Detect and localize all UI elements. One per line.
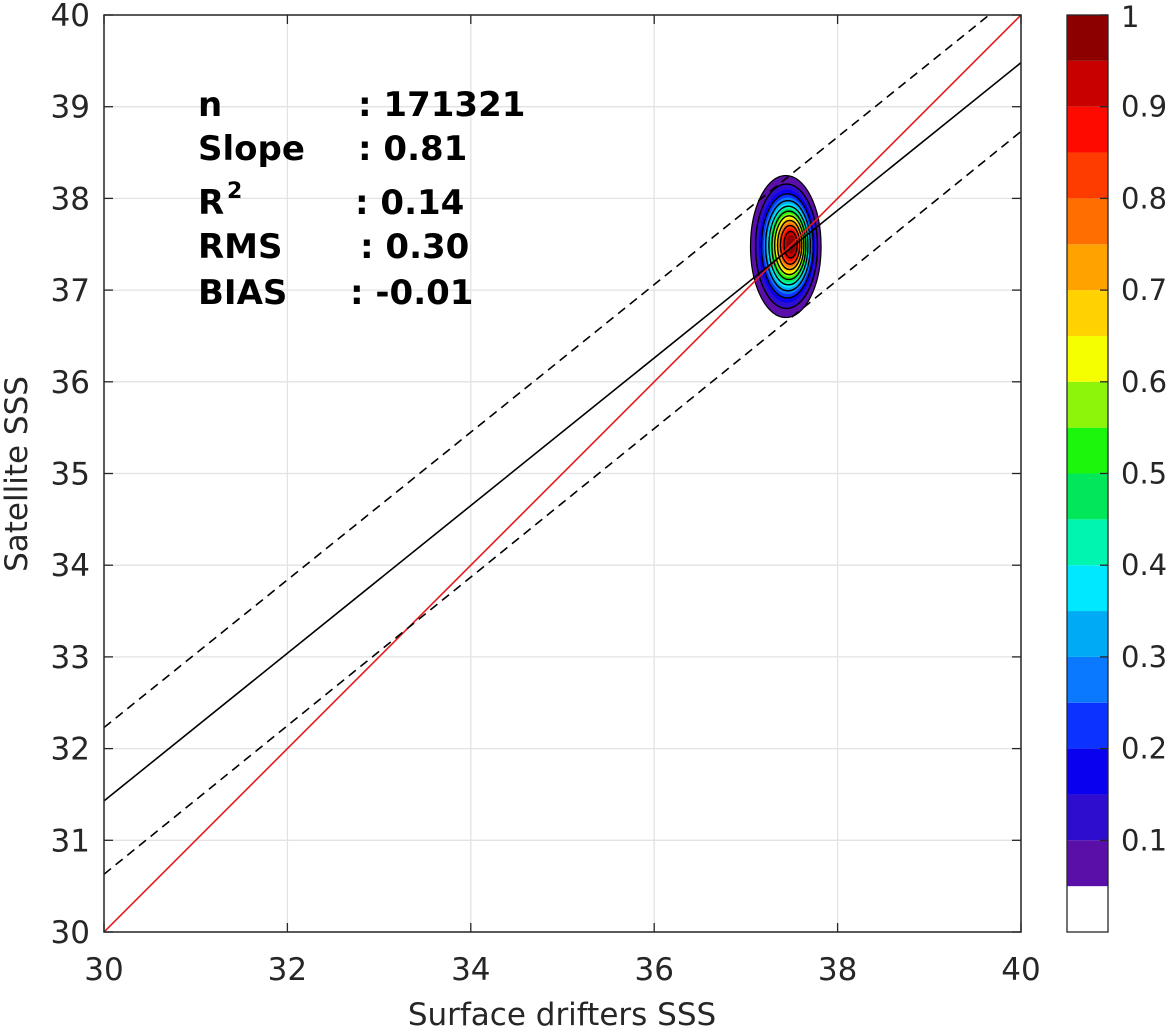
colorbar-tick-label: 0.7 (1121, 273, 1167, 307)
colorbar-bin (1067, 473, 1108, 520)
colorbar-bin (1067, 702, 1108, 749)
colorbar-bin (1067, 335, 1108, 382)
y-tick-label: 36 (51, 365, 90, 401)
colorbar-bin (1067, 381, 1108, 428)
one-to-one-line (104, 15, 1021, 932)
density-contour-line (783, 230, 798, 259)
stat-name: n (198, 85, 222, 125)
regression-plus-2rms-line (104, 15, 991, 729)
density-contour-line (754, 183, 819, 310)
colorbar-bin (1067, 611, 1108, 657)
stats-annotation: n : 171321 Slope : 0.81 R 2 : 0.14 RMS : 0.30 BIA… (198, 85, 525, 313)
density-contour-line (760, 193, 814, 299)
density-contour-line (764, 200, 811, 292)
colorbar-bin (1067, 656, 1108, 703)
x-tick-label: 38 (818, 952, 857, 988)
x-tick-label: 32 (268, 952, 307, 988)
x-axis-label: Surface drifters SSS (408, 997, 716, 1028)
colorbar-bin (1067, 519, 1108, 566)
density-contour-line (749, 174, 822, 319)
axis-ticks (103, 14, 1022, 933)
colorbar-tick-label: 0.6 (1121, 365, 1167, 399)
colorbar-bin (1067, 15, 1108, 61)
density-contour-line (774, 215, 805, 276)
stat-value: : 0.30 (360, 227, 469, 267)
colorbar-tick-label: 0.1 (1121, 823, 1167, 857)
stat-value: : 171321 (358, 85, 525, 125)
density-contours (749, 174, 822, 319)
regression-minus-2rms-line (104, 130, 1021, 875)
density-contour-line (776, 219, 803, 271)
colorbar-bin (1067, 290, 1108, 336)
regression-line (104, 62, 1021, 802)
stat-value: : 0.81 (358, 129, 467, 169)
y-tick-label: 30 (51, 915, 90, 951)
y-tick-label: 39 (51, 90, 90, 126)
colorbar-bin (1067, 427, 1108, 474)
y-tick-label: 32 (51, 732, 90, 768)
colorbar-tick-label: 0.8 (1121, 181, 1167, 215)
y-tick-label: 38 (51, 181, 90, 217)
stat-name: R (198, 183, 224, 223)
colorbar-bin (1067, 106, 1108, 153)
colorbar-bin (1067, 886, 1108, 932)
colorbar: 0.1 0.2 0.3 0.4 0.5 0.6 0.7 0.8 0.9 1 (1066, 0, 1167, 933)
y-axis-label: Satellite SSS (0, 376, 35, 572)
density-contour-line (771, 210, 807, 281)
x-tick-label: 34 (451, 952, 490, 988)
stat-name: RMS (198, 227, 283, 267)
y-tick-label: 34 (51, 548, 90, 584)
density-contour-line (768, 205, 809, 286)
stat-name: BIAS (198, 273, 287, 313)
colorbar-tick-label: 0.2 (1121, 732, 1167, 766)
y-tick-label: 35 (51, 457, 90, 493)
y-tick-label: 31 (51, 823, 90, 859)
stat-name: Slope (198, 129, 305, 169)
stat-superscript: 2 (227, 179, 242, 204)
density-contour-line (779, 224, 801, 265)
y-tick-label: 40 (51, 0, 90, 34)
y-tick-label: 37 (51, 273, 90, 309)
stat-value: : -0.01 (350, 273, 473, 313)
colorbar-bin (1067, 748, 1108, 795)
y-tick-label: 33 (51, 640, 90, 676)
colorbar-bin (1067, 198, 1108, 245)
colorbar-tick-label: 0.3 (1121, 640, 1167, 674)
x-tick-label: 36 (634, 952, 673, 988)
colorbar-bin (1067, 840, 1108, 887)
y-tick-labels: 30 31 32 33 34 35 36 37 38 39 40 (51, 0, 90, 951)
stat-value: : 0.14 (355, 183, 464, 223)
colorbar-bin (1067, 565, 1108, 612)
colorbar-tick-label: 0.9 (1121, 90, 1167, 124)
colorbar-bin (1067, 794, 1108, 841)
colorbar-bin (1067, 60, 1108, 107)
x-tick-label: 40 (1001, 952, 1040, 988)
colorbar-tick-label: 0.5 (1121, 457, 1167, 491)
fit-lines (104, 15, 1021, 932)
colorbar-bin (1067, 244, 1108, 291)
x-tick-label: 30 (84, 952, 123, 988)
colorbar-tick-label: 0.4 (1121, 548, 1167, 582)
x-tick-labels: 30 32 34 36 38 40 (84, 952, 1040, 988)
colorbar-bin (1067, 152, 1108, 199)
colorbar-tick-label: 1 (1121, 0, 1139, 34)
